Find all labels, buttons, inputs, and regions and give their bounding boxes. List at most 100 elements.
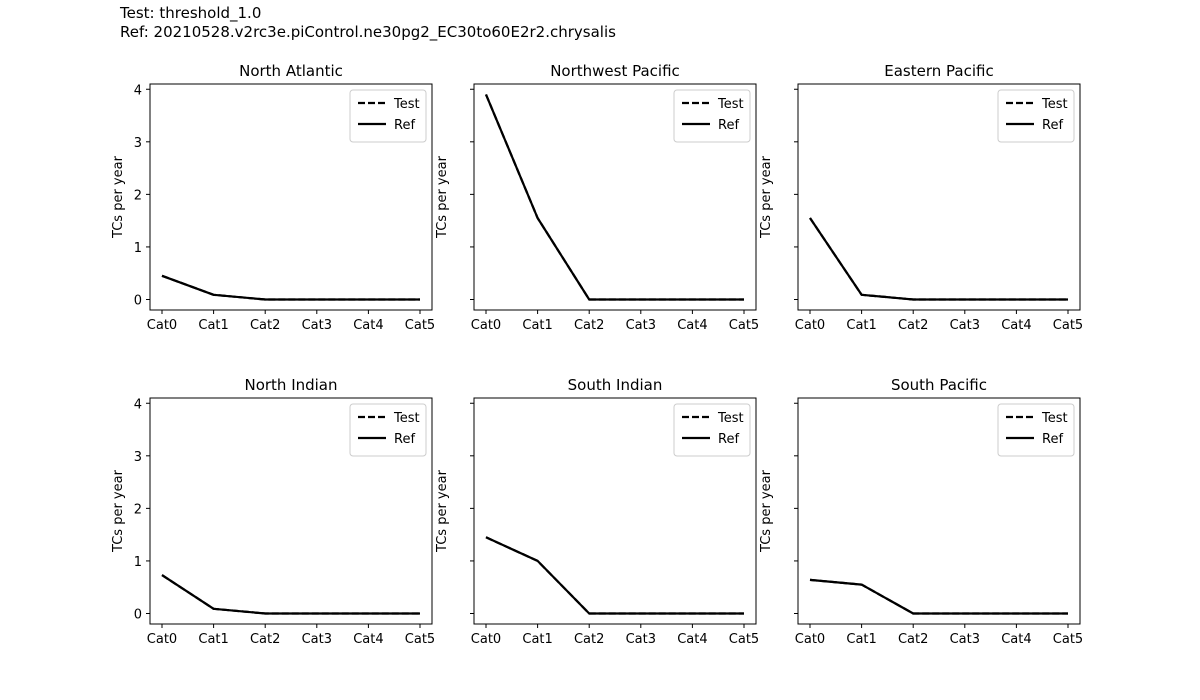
legend-label-test: Test <box>717 97 744 112</box>
x-tick-label: Cat1 <box>522 632 552 647</box>
x-tick-label: Cat0 <box>147 632 177 647</box>
x-tick-label: Cat5 <box>405 318 435 333</box>
x-tick-label: Cat5 <box>405 632 435 647</box>
panel-northwest-pacific: Northwest Pacific TCs per year Cat0 Cat1 Cat… <box>435 62 759 333</box>
series-line-test <box>809 217 1068 301</box>
x-tick-label: Cat4 <box>677 632 707 647</box>
legend-label-test: Test <box>717 411 744 426</box>
panel-title: Northwest Pacific <box>550 62 680 80</box>
legend: Test Ref <box>349 89 427 143</box>
panel-title: North Atlantic <box>239 62 343 80</box>
x-tick-label: Cat4 <box>353 318 383 333</box>
x-tick-label: Cat2 <box>898 632 928 647</box>
y-axis-label: TCs per year <box>435 469 450 553</box>
legend-label-test: Test <box>393 411 420 426</box>
series-line-test <box>809 578 1068 615</box>
legend: Test Ref <box>673 89 751 143</box>
y-tick-label: 3 <box>134 136 142 151</box>
x-tick-label: Cat5 <box>1053 318 1083 333</box>
axes-frame <box>797 83 1081 311</box>
panel-title: South Indian <box>568 376 663 394</box>
axes-frame <box>473 397 757 625</box>
x-tick-label: Cat2 <box>250 632 280 647</box>
x-tick-label: Cat5 <box>729 318 759 333</box>
axes-frame <box>473 83 757 311</box>
legend-label-test: Test <box>1041 411 1068 426</box>
legend-label-ref: Ref <box>394 432 415 447</box>
x-tick-label: Cat0 <box>795 318 825 333</box>
panel-north-indian: North Indian 0 1 2 3 4 TCs per year Cat0 Cat1 Cat… <box>111 376 435 647</box>
y-axis-label: TCs per year <box>435 155 450 239</box>
legend-label-test: Test <box>1041 97 1068 112</box>
series-line-ref <box>161 574 420 615</box>
axes-frame <box>797 397 1081 625</box>
series-line-test <box>485 536 744 615</box>
y-tick-label: 0 <box>134 293 142 308</box>
legend: Test Ref <box>997 403 1075 457</box>
y-tick-label: 2 <box>134 188 142 203</box>
x-tick-label: Cat0 <box>471 318 501 333</box>
x-tick-label: Cat3 <box>626 632 656 647</box>
y-axis-label: TCs per year <box>111 155 126 239</box>
x-tick-label: Cat2 <box>250 318 280 333</box>
x-tick-label: Cat5 <box>729 632 759 647</box>
test-label: Test: threshold_1.0 <box>120 4 262 22</box>
legend: Test Ref <box>673 403 751 457</box>
y-axis-label: TCs per year <box>111 469 126 553</box>
y-tick-label: 1 <box>134 241 142 256</box>
x-tick-label: Cat1 <box>522 318 552 333</box>
y-tick-label: 4 <box>134 83 142 98</box>
x-tick-label: Cat0 <box>147 318 177 333</box>
x-tick-label: Cat4 <box>1001 318 1031 333</box>
legend-label-ref: Ref <box>1042 432 1063 447</box>
x-tick-label: Cat3 <box>950 318 980 333</box>
x-tick-label: Cat0 <box>471 632 501 647</box>
legend-label-ref: Ref <box>718 118 739 133</box>
x-tick-label: Cat1 <box>198 318 228 333</box>
x-tick-label: Cat3 <box>950 632 980 647</box>
x-tick-label: Cat3 <box>302 632 332 647</box>
series-line-test <box>161 574 420 615</box>
x-tick-label: Cat2 <box>574 632 604 647</box>
y-tick-label: 4 <box>134 397 142 412</box>
panel-title: Eastern Pacific <box>884 62 993 80</box>
x-tick-label: Cat2 <box>574 318 604 333</box>
x-tick-label: Cat5 <box>1053 632 1083 647</box>
x-tick-label: Cat4 <box>1001 632 1031 647</box>
y-axis-label: TCs per year <box>759 155 774 239</box>
series-line-ref <box>485 536 744 615</box>
y-tick-label: 3 <box>134 450 142 465</box>
x-tick-label: Cat4 <box>677 318 707 333</box>
legend-label-ref: Ref <box>1042 118 1063 133</box>
x-tick-label: Cat1 <box>198 632 228 647</box>
panel-eastern-pacific: Eastern Pacific TCs per year Cat0 Cat1 Cat2 C… <box>759 62 1083 333</box>
axes-frame <box>149 397 433 625</box>
x-tick-label: Cat4 <box>353 632 383 647</box>
y-tick-label: 2 <box>134 502 142 517</box>
x-tick-label: Cat3 <box>302 318 332 333</box>
x-tick-label: Cat2 <box>898 318 928 333</box>
legend-label-ref: Ref <box>394 118 415 133</box>
legend-label-ref: Ref <box>718 432 739 447</box>
x-tick-label: Cat1 <box>846 632 876 647</box>
figure-header: Test: threshold_1.0 Ref: 20210528.v2rc3e… <box>120 4 616 42</box>
x-tick-label: Cat0 <box>795 632 825 647</box>
y-axis-label: TCs per year <box>759 469 774 553</box>
axes-frame <box>149 83 433 311</box>
series-line-ref <box>484 94 744 301</box>
ref-label: Ref: 20210528.v2rc3e.piControl.ne30pg2_E… <box>120 23 616 41</box>
y-tick-label: 1 <box>134 555 142 570</box>
series-line-ref <box>809 578 1068 615</box>
x-tick-label: Cat3 <box>626 318 656 333</box>
panel-south-pacific: South Pacific TCs per year Cat0 Cat1 Cat2 Cat… <box>759 376 1083 647</box>
legend: Test Ref <box>349 403 427 457</box>
series-line-test <box>161 274 420 301</box>
panel-south-indian: South Indian TCs per year Cat0 Cat1 Cat2 Cat3… <box>435 376 759 647</box>
series-line-ref <box>809 217 1068 301</box>
panel-title: South Pacific <box>891 376 987 394</box>
x-tick-label: Cat1 <box>846 318 876 333</box>
series-line-ref <box>161 274 420 301</box>
y-tick-label: 0 <box>134 607 142 622</box>
panel-title: North Indian <box>244 376 337 394</box>
